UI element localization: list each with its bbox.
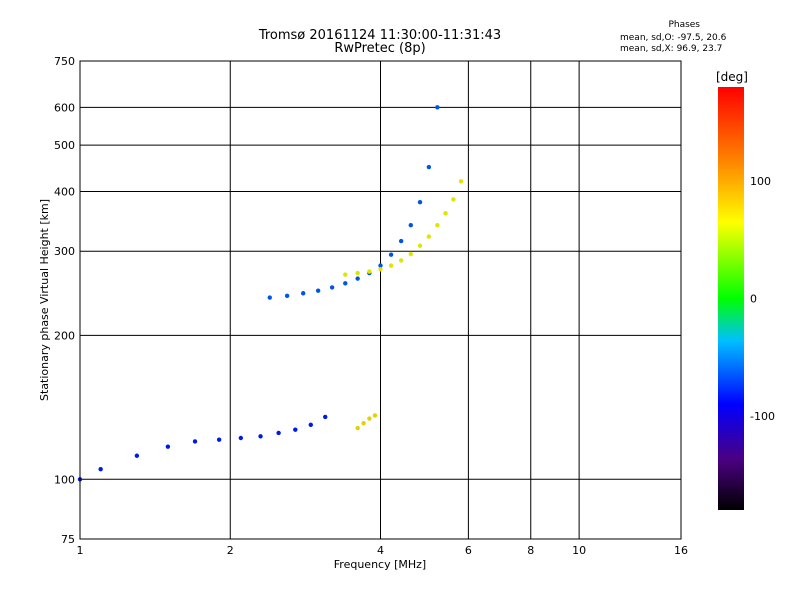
x-axis-label: Frequency [MHz] [334,558,426,571]
data-point [417,243,423,248]
data-point [276,430,281,436]
grid-lines [80,61,681,539]
data-point [426,164,432,170]
colorbar-tick-label: 0 [750,293,757,306]
data-point [408,251,413,257]
x-tick-label: 8 [527,544,534,557]
data-point [238,435,244,441]
y-tick-label: 300 [54,245,75,258]
data-point [355,425,360,431]
data-point [378,267,383,272]
colorbar-label: [deg] [716,70,748,84]
x-tick-label: 6 [465,544,472,557]
data-point [329,285,335,290]
data-point [435,105,440,110]
x-tick-label: 2 [227,544,234,557]
data-point [323,414,328,420]
data-point [388,252,394,257]
y-tick-label: 100 [54,473,75,486]
colorbar [718,87,744,510]
y-tick-label: 400 [54,185,75,198]
x-tick-label: 1 [77,544,84,557]
data-point [417,199,423,205]
data-point [284,293,290,299]
y-tick-label: 600 [54,101,75,114]
stats-x-mode: mean, sd,X: 96.9, 23.7 [620,44,723,54]
data-point [258,434,263,439]
data-point [367,416,372,421]
data-point [361,421,366,426]
data-point [378,263,383,268]
data-point [435,223,440,228]
data-point [343,281,348,286]
data-point [355,270,360,276]
data-points [77,105,464,482]
x-tick-label: 10 [572,544,586,557]
y-axis-label: Stationary phase Virtual Height [km] [38,199,51,401]
x-tick-label: 16 [674,544,688,557]
stats-o-mode: mean, sd,O: -97.5, 20.6 [620,33,727,43]
data-point [192,439,198,444]
data-point [398,238,404,244]
data-point [300,291,306,296]
data-point [315,288,321,293]
colorbar-tick-label: 100 [750,175,771,188]
data-point [216,437,222,442]
data-point [451,197,456,202]
colorbar-tick-label: -100 [750,410,775,423]
data-point [308,422,313,428]
data-point [267,295,272,300]
y-tick-label: 75 [61,533,75,546]
x-tick-labels: 1 2 4 6 8 10 16 [77,544,689,557]
x-tick-label: 4 [377,544,384,557]
data-point [398,258,404,263]
stats-header: Phases [668,20,700,30]
data-point [408,223,413,228]
chart-title: Tromsø 20161124 11:30:00-11:31:43 [258,28,502,43]
data-point [343,272,348,277]
data-point [98,466,103,472]
data-point [293,427,298,432]
data-point [426,234,432,239]
y-tick-label: 500 [54,139,75,152]
data-point [388,263,394,268]
plot-frame [79,60,682,540]
y-tick-labels: 75 100 200 300 400 500 600 750 [54,55,75,546]
data-point [372,413,378,418]
colorbar-tick-labels: 100 0 -100 [750,175,775,423]
data-point [355,276,360,281]
data-point [443,211,448,216]
y-tick-label: 750 [54,55,75,68]
data-point [458,179,464,184]
y-tick-label: 200 [54,329,75,342]
data-point [367,269,372,274]
data-point [134,453,140,458]
chart-subtitle: RwPretec (8p) [334,41,426,56]
data-point [165,444,171,449]
